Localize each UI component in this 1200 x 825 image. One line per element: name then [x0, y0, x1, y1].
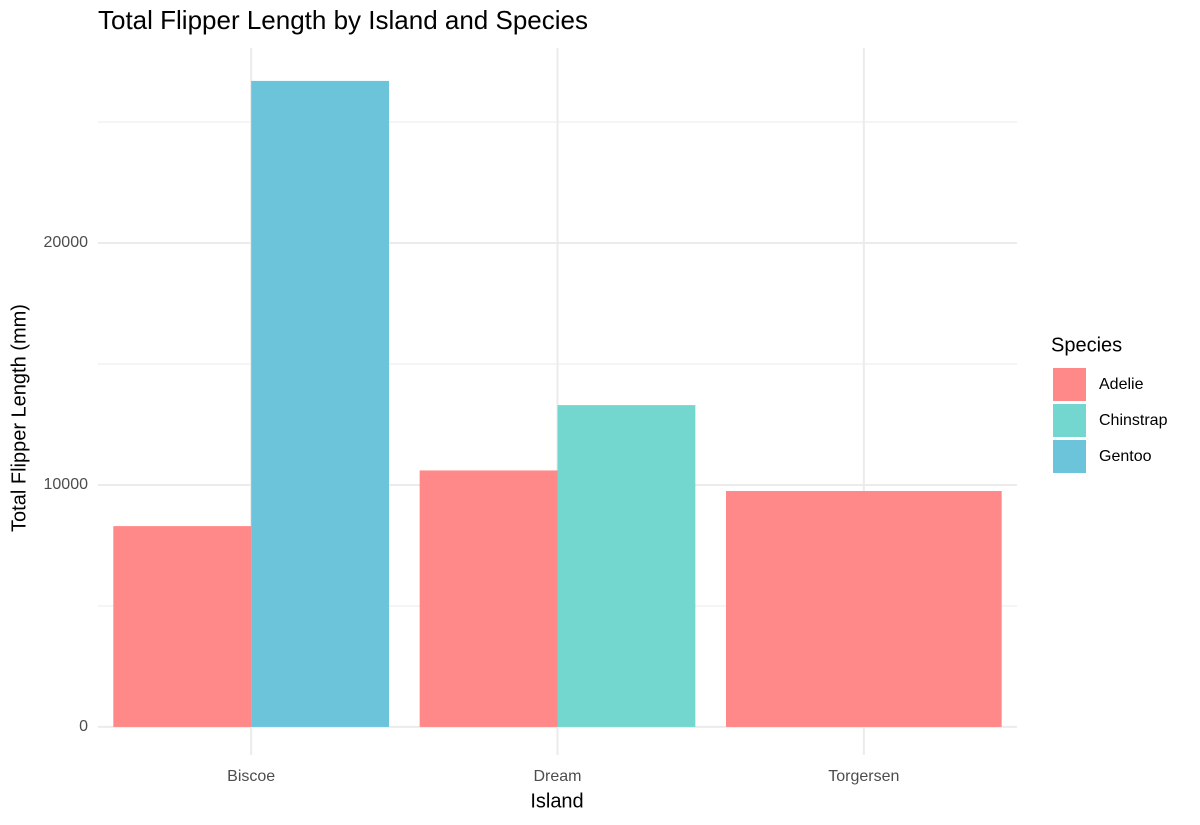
y-tick-label: 20000: [44, 234, 89, 251]
legend-label: Adelie: [1099, 376, 1144, 393]
chart-title: Total Flipper Length by Island and Speci…: [98, 5, 588, 35]
legend-key: [1053, 440, 1086, 473]
legend-label: Chinstrap: [1099, 412, 1168, 429]
bar: [725, 491, 1002, 727]
bar: [251, 80, 390, 727]
bar: [419, 470, 558, 727]
x-tick-label: Dream: [533, 768, 581, 785]
legend-key: [1053, 404, 1086, 437]
bar: [557, 405, 696, 727]
x-tick-label: Torgersen: [828, 768, 899, 785]
legend-key: [1053, 368, 1086, 401]
legend-label: Gentoo: [1099, 448, 1152, 465]
x-tick-label: Biscoe: [227, 768, 275, 785]
y-tick-label: 10000: [44, 476, 89, 493]
bar: [113, 526, 252, 727]
legend-title: Species: [1051, 334, 1122, 356]
x-axis-title: Island: [530, 790, 583, 812]
y-tick-label: 0: [79, 718, 88, 735]
y-axis-title: Total Flipper Length (mm): [8, 304, 30, 532]
